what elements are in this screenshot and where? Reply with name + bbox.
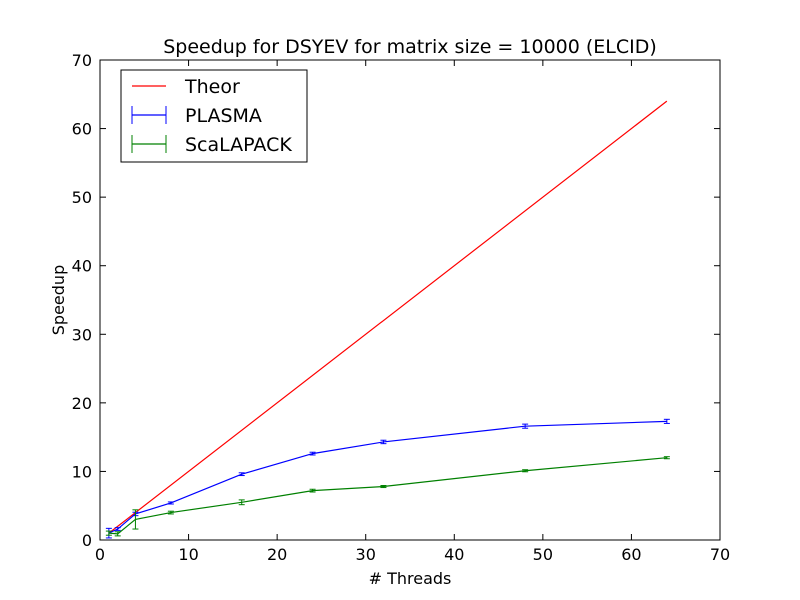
legend-label-scalapack: ScaLAPACK xyxy=(185,134,292,156)
errorbar-scalapack xyxy=(167,510,174,515)
y-tick-label: 70 xyxy=(72,51,92,70)
legend-label-theor: Theor xyxy=(184,76,240,98)
legend: Theor PLASMA ScaLAPACK xyxy=(120,69,308,163)
y-axis-title: Speedup xyxy=(49,265,68,335)
x-tick-label: 50 xyxy=(533,545,553,564)
y-tick-label: 30 xyxy=(72,325,92,344)
plot-frame xyxy=(99,59,721,541)
x-tick-label: 10 xyxy=(178,545,198,564)
legend-item-theor: Theor xyxy=(132,76,240,98)
errorbar-plasma xyxy=(380,439,387,445)
y-tick-label: 10 xyxy=(72,462,92,481)
x-tick-label: 60 xyxy=(621,545,641,564)
errorbar-plasma xyxy=(167,501,174,505)
errorbar-scalapack xyxy=(663,456,670,460)
errorbar-plasma xyxy=(663,418,670,424)
y-tick-label: 20 xyxy=(72,394,92,413)
errorbar-scalapack xyxy=(522,469,529,473)
x-tick-label: 40 xyxy=(444,545,464,564)
legend-label-plasma: PLASMA xyxy=(185,105,262,127)
errorbar-scalapack xyxy=(105,530,112,536)
errorbar-scalapack xyxy=(132,509,139,530)
y-tick-label: 50 xyxy=(72,188,92,207)
errorbar-scalapack xyxy=(309,488,316,493)
y-tick-label: 40 xyxy=(72,257,92,276)
x-tick-label: 70 xyxy=(710,545,730,564)
legend-item-scalapack: ScaLAPACK xyxy=(131,134,292,156)
errorbar-plasma xyxy=(309,451,316,456)
ticks-layer: 0 10 20 30 40 50 60 70 0 10 20 30 40 50 60 70 xyxy=(72,51,731,564)
y-tick-label: 0 xyxy=(82,531,92,550)
errorbar-plasma xyxy=(238,472,245,477)
series-layer xyxy=(105,100,670,539)
errorbar-scalapack xyxy=(238,499,245,506)
legend-box xyxy=(120,69,308,163)
errorbar-scalapack xyxy=(114,531,121,537)
x-axis-title: # Threads xyxy=(369,569,452,588)
x-tick-label: 20 xyxy=(267,545,287,564)
legend-item-plasma: PLASMA xyxy=(131,105,262,127)
errorbar-plasma xyxy=(522,423,529,429)
errorbar-plasma xyxy=(114,527,121,531)
errorbar-scalapack xyxy=(380,484,387,489)
y-tick-label: 60 xyxy=(72,120,92,139)
x-tick-label: 0 xyxy=(95,545,105,564)
x-tick-label: 30 xyxy=(356,545,376,564)
series-line-theor xyxy=(108,100,668,534)
chart-title: Speedup for DSYEV for matrix size = 1000… xyxy=(163,36,657,58)
